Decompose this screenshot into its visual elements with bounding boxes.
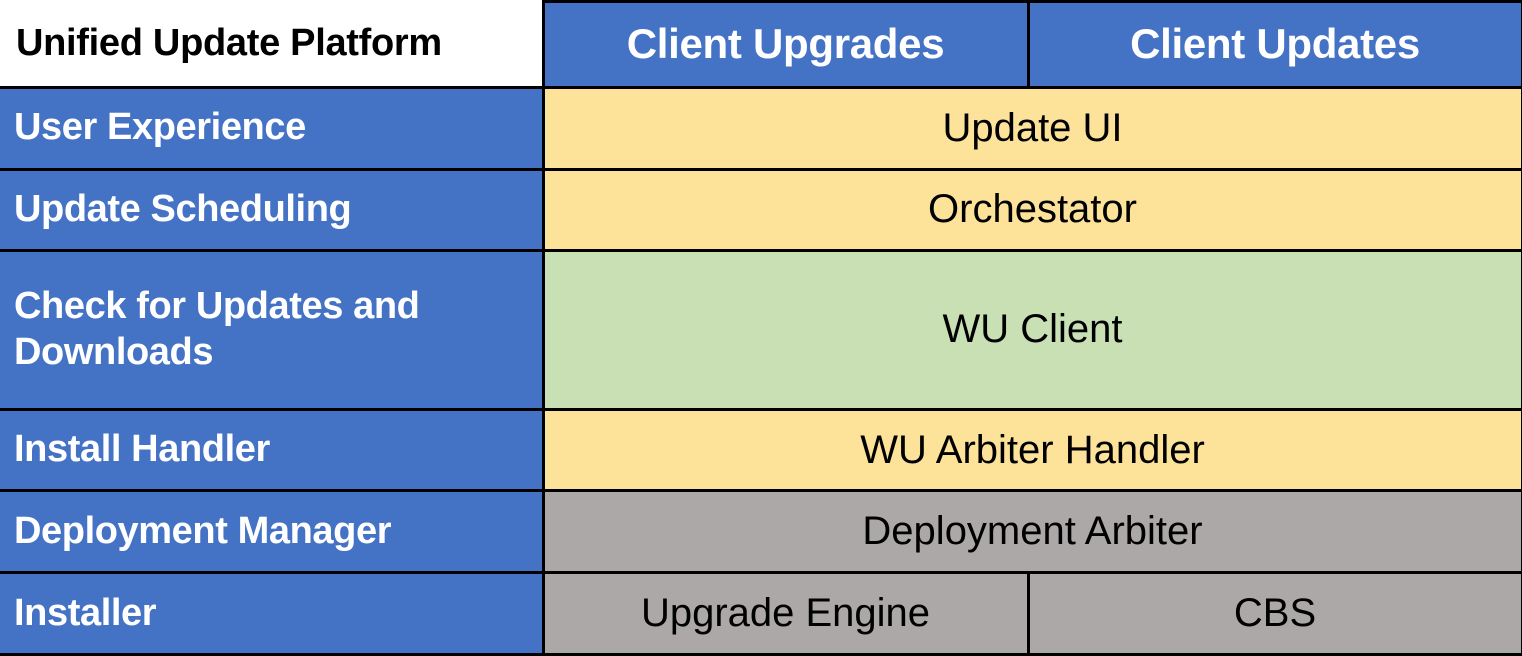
component-cell-4-0: Deployment Arbiter: [541, 489, 1522, 575]
row-label-3: Install Handler: [0, 407, 545, 493]
row-label-1: Update Scheduling: [0, 167, 545, 253]
row-label-5: Installer: [0, 571, 545, 656]
matrix-row: Deployment Manager Deployment Arbiter: [0, 489, 1522, 575]
matrix-header-row: Unified Update Platform Client Upgrades Cl…: [0, 0, 1522, 89]
matrix-title-cell: Unified Update Platform: [0, 1, 545, 89]
component-cell-1-0: Orchestator: [541, 167, 1522, 253]
component-cell-2-0: WU Client: [541, 249, 1522, 411]
component-cell-5-1: CBS: [1026, 571, 1522, 656]
matrix-row: Install Handler WU Arbiter Handler: [0, 407, 1522, 493]
row-label-4: Deployment Manager: [0, 489, 545, 575]
row-label-0: User Experience: [0, 85, 545, 171]
column-header-client-updates: Client Updates: [1026, 0, 1522, 89]
matrix-row: Check for Updates and Downloads WU Client: [0, 249, 1522, 411]
matrix-row: Installer Upgrade Engine CBS: [0, 571, 1522, 656]
row-label-2: Check for Updates and Downloads: [0, 249, 545, 411]
component-cell-3-0: WU Arbiter Handler: [541, 407, 1522, 493]
component-cell-0-0: Update UI: [541, 85, 1522, 171]
column-header-client-upgrades: Client Upgrades: [541, 0, 1030, 89]
matrix-row: User Experience Update UI: [0, 85, 1522, 171]
component-cell-5-0: Upgrade Engine: [541, 571, 1030, 656]
matrix-row: Update Scheduling Orchestator: [0, 167, 1522, 253]
